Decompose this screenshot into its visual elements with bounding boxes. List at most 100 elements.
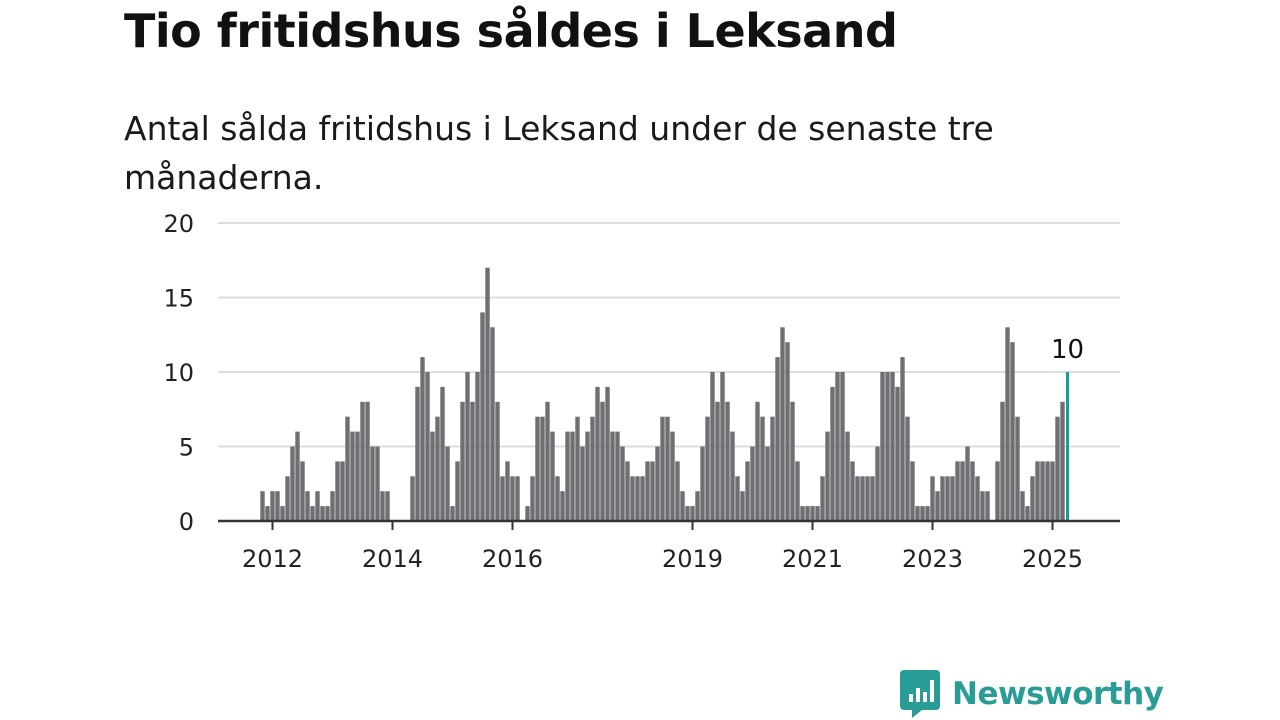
bar [805,506,810,521]
bar [590,416,595,521]
bar [825,431,830,521]
bar [365,401,370,521]
bar [705,416,710,521]
highlight-bar [1066,372,1069,521]
bar [1045,461,1050,521]
bar [540,416,545,521]
bar [655,446,660,521]
bar [295,431,300,521]
bar [935,491,940,521]
bar [1035,461,1040,521]
bar [960,461,965,521]
x-tick-label: 2019 [662,545,723,573]
bar [945,476,950,521]
bar [965,446,970,521]
y-tick-label: 20 [163,210,194,238]
bar [325,506,330,521]
bar [665,416,670,521]
x-tick-label: 2025 [1022,545,1083,573]
bar [290,446,295,521]
bar [860,476,865,521]
bar [645,461,650,521]
bar [685,506,690,521]
bar [970,461,975,521]
bar [720,372,725,521]
bar [820,476,825,521]
bar [675,461,680,521]
bar [1025,506,1030,521]
brand-name: Newsworthy [952,676,1164,712]
bar [855,476,860,521]
bar [550,431,555,521]
bar [350,431,355,521]
bar [565,431,570,521]
bar [335,461,340,521]
bar [735,476,740,521]
bar [555,476,560,521]
bar [690,506,695,521]
value-label: 10 [1051,335,1084,365]
bar [505,461,510,521]
bar [380,491,385,521]
bar [985,491,990,521]
bar [1050,461,1055,521]
bar [265,506,270,521]
bar [580,446,585,521]
bar [950,476,955,521]
bar [700,446,705,521]
bar [915,506,920,521]
bar [525,506,530,521]
y-tick-label: 15 [163,285,194,313]
bar [1030,476,1035,521]
bar [315,491,320,521]
bar [260,491,265,521]
bar [595,386,600,521]
bar [755,401,760,521]
bar [940,476,945,521]
bar [500,476,505,521]
bar [445,446,450,521]
bar [495,401,500,521]
bar [865,476,870,521]
brand-logo[interactable]: Newsworthy [900,670,1164,718]
bar [750,446,755,521]
bar [470,401,475,521]
bar [605,386,610,521]
bar [780,327,785,521]
bar [710,372,715,521]
bar [930,476,935,521]
bar [275,491,280,521]
bar [875,446,880,521]
bar [285,476,290,521]
bar [980,491,985,521]
bar [745,461,750,521]
bar [460,401,465,521]
bar [510,476,515,521]
chart-subtitle: Antal sålda fritidshus i Leksand under d… [124,109,994,197]
bar [355,431,360,521]
bar [585,431,590,521]
bar [360,401,365,521]
bar [330,491,335,521]
bar [730,431,735,521]
bar [890,372,895,521]
y-tick-label: 0 [179,508,194,536]
bar [485,267,490,521]
bar [740,491,745,521]
bar [630,476,635,521]
bar [620,446,625,521]
bar [1015,416,1020,521]
bar [575,416,580,521]
bar [650,461,655,521]
x-tick-label: 2014 [362,545,423,573]
bar [410,476,415,521]
y-tick-label: 5 [179,434,194,462]
bar [995,461,1000,521]
bar [1010,342,1015,521]
bar [340,461,345,521]
bar [310,506,315,521]
bar [450,506,455,521]
bar [765,446,770,521]
x-tick-label: 2021 [782,545,843,573]
